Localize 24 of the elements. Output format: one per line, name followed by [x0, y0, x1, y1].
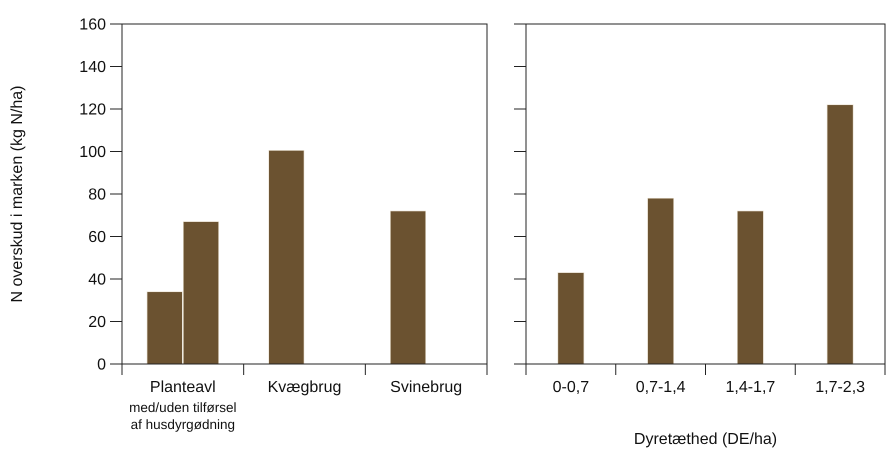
x-tick-label: Svinebrug — [390, 379, 462, 396]
y-tick-label: 60 — [88, 229, 106, 246]
x-tick-label: Planteavl med/uden tilførsel af husdyrgødning — [129, 379, 236, 432]
bar — [268, 150, 304, 364]
x-tick-label: 0-0,7 — [552, 379, 590, 396]
bar — [826, 104, 854, 364]
y-tick-label: 20 — [88, 314, 106, 332]
x-tick-label: 0,7-1,4 — [636, 379, 686, 396]
y-tick-label: 100 — [79, 144, 106, 162]
y-tick-label: 40 — [88, 272, 106, 289]
x-axis-title: Dyretæthed (DE/ha) — [634, 431, 778, 448]
x-tick-label: 1,4-1,7 — [725, 379, 776, 396]
y-tick-label: 80 — [88, 186, 106, 204]
bar — [647, 198, 674, 364]
bar — [558, 272, 584, 364]
y-tick-label: 120 — [79, 102, 106, 119]
y-tick-label: 0 — [97, 356, 106, 374]
x-tick-label: 1,7-2,3 — [815, 379, 866, 396]
x-tick-label: Kvægbrug — [268, 379, 342, 396]
bar — [737, 210, 764, 364]
bar — [390, 210, 426, 364]
y-tick-label: 140 — [79, 59, 106, 76]
y-tick-label: 160 — [79, 16, 106, 34]
y-axis-title: N overskud i marken (kg N/ha) — [9, 86, 26, 302]
